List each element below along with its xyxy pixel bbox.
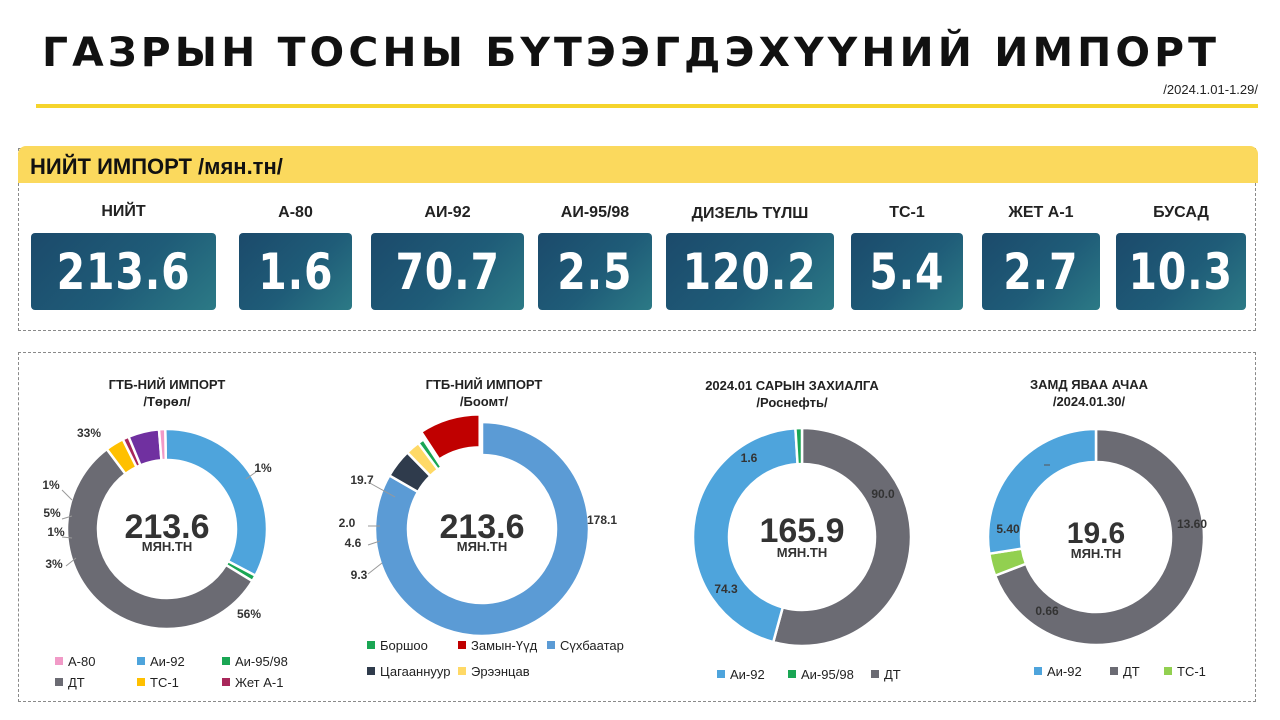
chart2-legend-item-0: Боршоо [367,638,428,653]
chart1-legend-label-0: А-80 [68,654,96,669]
chart4-legend-label-0: Аи-92 [1047,664,1082,679]
chart1-legend-label-5: Жет А-1 [235,675,284,690]
kpi-card-ai92: 70.7 [371,233,524,310]
kpi-card-total: 213.6 [31,233,216,310]
chart1-legend-swatch-2 [222,657,230,665]
page-title: ГАЗРЫН ТОСНЫ БҮТЭЭГДЭХҮҮНИЙ ИМПОРТ [42,30,1221,76]
kpi-value-other: 10.3 [1128,242,1234,301]
summary-title: НИЙТ ИМПОРТ /мян.тн/ [30,154,283,179]
title-underline [36,104,1258,108]
chart1-subtitle: /Төрөл/ [143,394,191,409]
kpi-value-total: 213.6 [56,242,191,301]
chart2-legend-swatch-3 [367,667,375,675]
chart4-legend-swatch-2 [1164,667,1172,675]
kpi-value-ts1: 5.4 [869,242,945,301]
chart2-legend-swatch-4 [458,667,466,675]
chart3-legend-label-2: ДТ [884,667,901,682]
chart4-legend-swatch-0 [1034,667,1042,675]
kpi-value-ai95: 2.5 [557,242,633,301]
chart2-legend-label-4: Эрээнцав [471,664,530,679]
chart4-subtitle: /2024.01.30/ [1052,394,1126,409]
chart3-title-text: 2024.01 САРЫН ЗАХИАЛГА [705,378,879,393]
kpi-card-jet: 2.7 [982,233,1100,310]
chart2-legend-item-3: Цагааннуур [367,664,451,679]
chart3-legend-item-2: ДТ [871,667,901,682]
kpi-value-a80: 1.6 [257,242,334,301]
kpi-value-jet: 2.7 [1003,242,1079,301]
chart1-legend-item-2: Аи-95/98 [222,654,288,669]
chart2-legend-item-2: Сүхбаатар [547,638,624,653]
chart2-legend-item-1: Замын-Үүд [458,638,537,653]
chart2-legend-label-0: Боршоо [380,638,428,653]
chart1-legend-label-4: ТС-1 [150,675,179,690]
chart3-legend-label-0: Аи-92 [730,667,765,682]
chart1-legend-item-1: Аи-92 [137,654,185,669]
chart2-legend-label-1: Замын-Үүд [471,638,538,653]
kpi-label-ai95: АИ-95/98 [560,204,630,221]
chart1-legend-swatch-5 [222,678,230,686]
kpi-label-total: НИЙТ [101,203,146,220]
chart4-legend-item-1: ДТ [1110,664,1140,679]
chart1-legend-item-4: ТС-1 [137,675,179,690]
chart1-legend-swatch-0 [55,657,63,665]
kpi-value-diesel: 120.2 [683,242,817,301]
chart1-legend-label-3: ДТ [68,675,85,690]
chart2-title-text: ГТБ-НИЙ ИМПОРТ [425,377,543,392]
chart4-title: ЗАМД ЯВАА АЧАА /2024.01.30/ [979,376,1199,410]
chart1-legend-swatch-3 [55,678,63,686]
kpi-card-other: 10.3 [1116,233,1246,310]
chart4-legend-label-1: ДТ [1123,664,1140,679]
chart3-legend-swatch-2 [871,670,879,678]
chart2-legend-swatch-2 [547,641,555,649]
chart1-legend-swatch-1 [137,657,145,665]
kpi-label-ai92: АИ-92 [424,204,471,221]
chart2-legend-swatch-1 [458,641,466,649]
kpi-label-ts1: ТС-1 [889,204,925,221]
kpi-label-a80: А-80 [278,204,313,221]
chart1-legend-item-3: ДТ [55,675,85,690]
chart3-legend-swatch-0 [717,670,725,678]
chart4-legend-item-2: ТС-1 [1164,664,1206,679]
summary-header-bar [18,146,1258,183]
chart1-legend-swatch-4 [137,678,145,686]
kpi-value-ai92: 70.7 [395,242,500,301]
period-label: /2024.1.01-1.29/ [1163,82,1258,97]
chart2-legend-label-3: Цагааннуур [380,664,451,679]
chart1-legend-label-1: Аи-92 [150,654,185,669]
chart1-title-text: ГТБ-НИЙ ИМПОРТ [108,377,226,392]
chart3-legend-item-1: Аи-95/98 [788,667,854,682]
chart3-legend-item-0: Аи-92 [717,667,765,682]
chart2-legend-swatch-0 [367,641,375,649]
kpi-card-diesel: 120.2 [666,233,834,310]
chart1-legend-label-2: Аи-95/98 [235,654,288,669]
chart1-legend-item-0: А-80 [55,654,95,669]
chart3-subtitle: /Роснефть/ [756,395,828,410]
chart4-legend-item-0: Аи-92 [1034,664,1082,679]
kpi-card-a80: 1.6 [239,233,352,310]
chart4-title-text: ЗАМД ЯВАА АЧАА [1029,377,1148,392]
chart4-legend-label-2: ТС-1 [1177,664,1206,679]
kpi-label-jet: ЖЕТ А-1 [1008,204,1074,221]
chart3-legend-label-1: Аи-95/98 [801,667,854,682]
kpi-label-diesel: ДИЗЕЛЬ ТҮЛШ [691,205,809,222]
chart2-legend-item-4: Эрээнцав [458,664,530,679]
chart2-subtitle: /Боомт/ [459,394,509,409]
chart4-legend-swatch-1 [1110,667,1118,675]
kpi-label-other: БУСАД [1153,204,1209,221]
charts-box [18,352,1256,702]
chart2-title: ГТБ-НИЙ ИМПОРТ /Боомт/ [374,376,594,410]
chart1-title: ГТБ-НИЙ ИМПОРТ /Төрөл/ [57,376,277,410]
kpi-card-ai95: 2.5 [538,233,652,310]
chart3-legend-swatch-1 [788,670,796,678]
chart3-title: 2024.01 САРЫН ЗАХИАЛГА /Роснефть/ [682,377,902,411]
chart2-legend-label-2: Сүхбаатар [560,638,624,653]
chart1-legend-item-5: Жет А-1 [222,675,283,690]
kpi-card-ts1: 5.4 [851,233,963,310]
